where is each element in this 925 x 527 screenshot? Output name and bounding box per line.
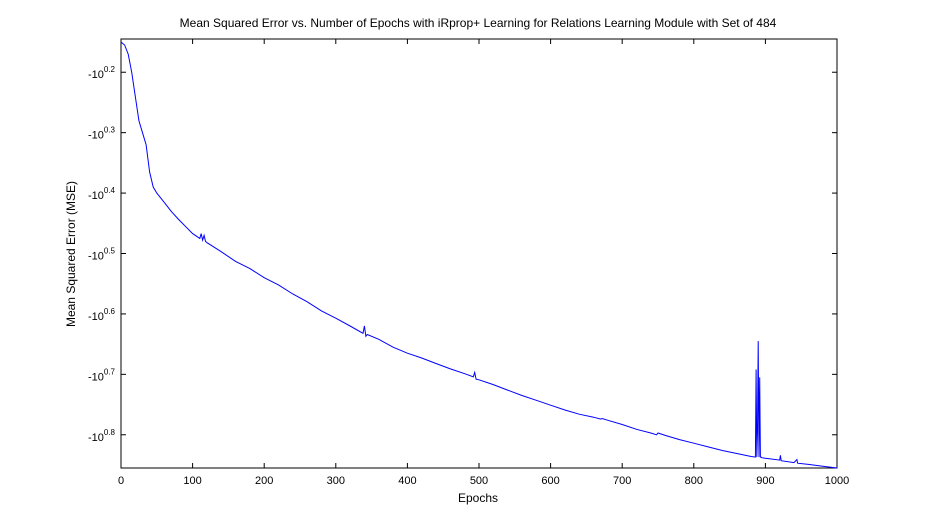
y-tick-label: -100.6 xyxy=(88,307,116,323)
y-tick-label: -100.4 xyxy=(88,186,116,202)
plot-area xyxy=(120,38,838,469)
y-tick-label: -100.8 xyxy=(88,428,116,444)
x-tick-label: 600 xyxy=(541,475,559,487)
x-tick-label: 400 xyxy=(398,475,416,487)
y-tick-label: -100.5 xyxy=(88,247,116,263)
y-tick-label: -100.7 xyxy=(88,367,116,383)
x-tick-label: 500 xyxy=(470,475,488,487)
x-tick-label: 900 xyxy=(756,475,774,487)
x-tick-label: 800 xyxy=(685,475,703,487)
mse-series-line xyxy=(120,41,838,469)
chart-title: Mean Squared Error vs. Number of Epochs … xyxy=(180,16,777,30)
y-axis: -100.2 -100.3 -100.4 -100.5 -100.6 -100.7 -100… xyxy=(88,65,837,444)
x-tick-label: 0 xyxy=(118,475,124,487)
x-tick-label: 100 xyxy=(183,475,201,487)
x-tick-label: 200 xyxy=(255,475,273,487)
y-tick-label: -100.3 xyxy=(88,126,116,142)
y-axis-label: Mean Squared Error (MSE) xyxy=(64,181,78,327)
x-axis-label: Epochs xyxy=(458,491,498,505)
x-axis: 0 100 200 300 400 500 600 700 800 900 1000 xyxy=(118,39,849,487)
x-tick-label: 1000 xyxy=(825,475,849,487)
x-tick-label: 700 xyxy=(613,475,631,487)
x-tick-label: 300 xyxy=(327,475,345,487)
y-tick-label: -100.2 xyxy=(88,65,116,81)
